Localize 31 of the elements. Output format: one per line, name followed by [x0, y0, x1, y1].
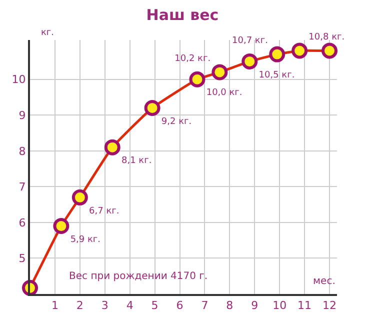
data-label: 10,8 кг.: [308, 32, 345, 42]
x-axis-title: мес.: [313, 276, 336, 287]
x-tick-label: 3: [101, 299, 108, 312]
x-tick-label: 4: [126, 299, 134, 312]
x-tick-label: 8: [226, 299, 234, 312]
data-label: 10,5 кг.: [258, 70, 295, 80]
data-label: 5,9 кг.: [70, 234, 101, 245]
data-label: 10,0 кг.: [206, 88, 242, 98]
x-tick-label: 10: [272, 299, 287, 312]
chart-title: Наш вес: [146, 6, 219, 24]
data-label: 8,1 кг.: [121, 156, 152, 166]
x-tick-label: 1: [51, 299, 58, 312]
y-tick-label: 5: [18, 252, 26, 266]
data-label: 10,2 кг.: [174, 54, 211, 64]
data-label: 6,7 кг.: [89, 206, 120, 216]
y-tick-label: 9: [18, 108, 26, 122]
y-axis-title: кг.: [41, 28, 54, 38]
x-tick-label: 7: [201, 299, 208, 312]
x-tick-label: 9: [251, 299, 258, 312]
x-tick-label: 5: [151, 299, 158, 312]
x-tick-label: 11: [298, 299, 312, 312]
x-tick-label: 6: [176, 299, 184, 312]
y-tick-label: 7: [18, 180, 26, 194]
annotation: Вес при рождении 4170 г.: [69, 271, 208, 282]
data-label: 10,7 кг.: [232, 36, 268, 46]
x-tick-label: 2: [76, 299, 84, 312]
y-tick-label: 6: [18, 216, 26, 230]
y-tick-label: 8: [18, 144, 26, 158]
y-tick-label: 10: [12, 73, 26, 86]
x-tick-label: 12: [322, 299, 337, 312]
data-label: 9,2 кг.: [161, 116, 192, 127]
